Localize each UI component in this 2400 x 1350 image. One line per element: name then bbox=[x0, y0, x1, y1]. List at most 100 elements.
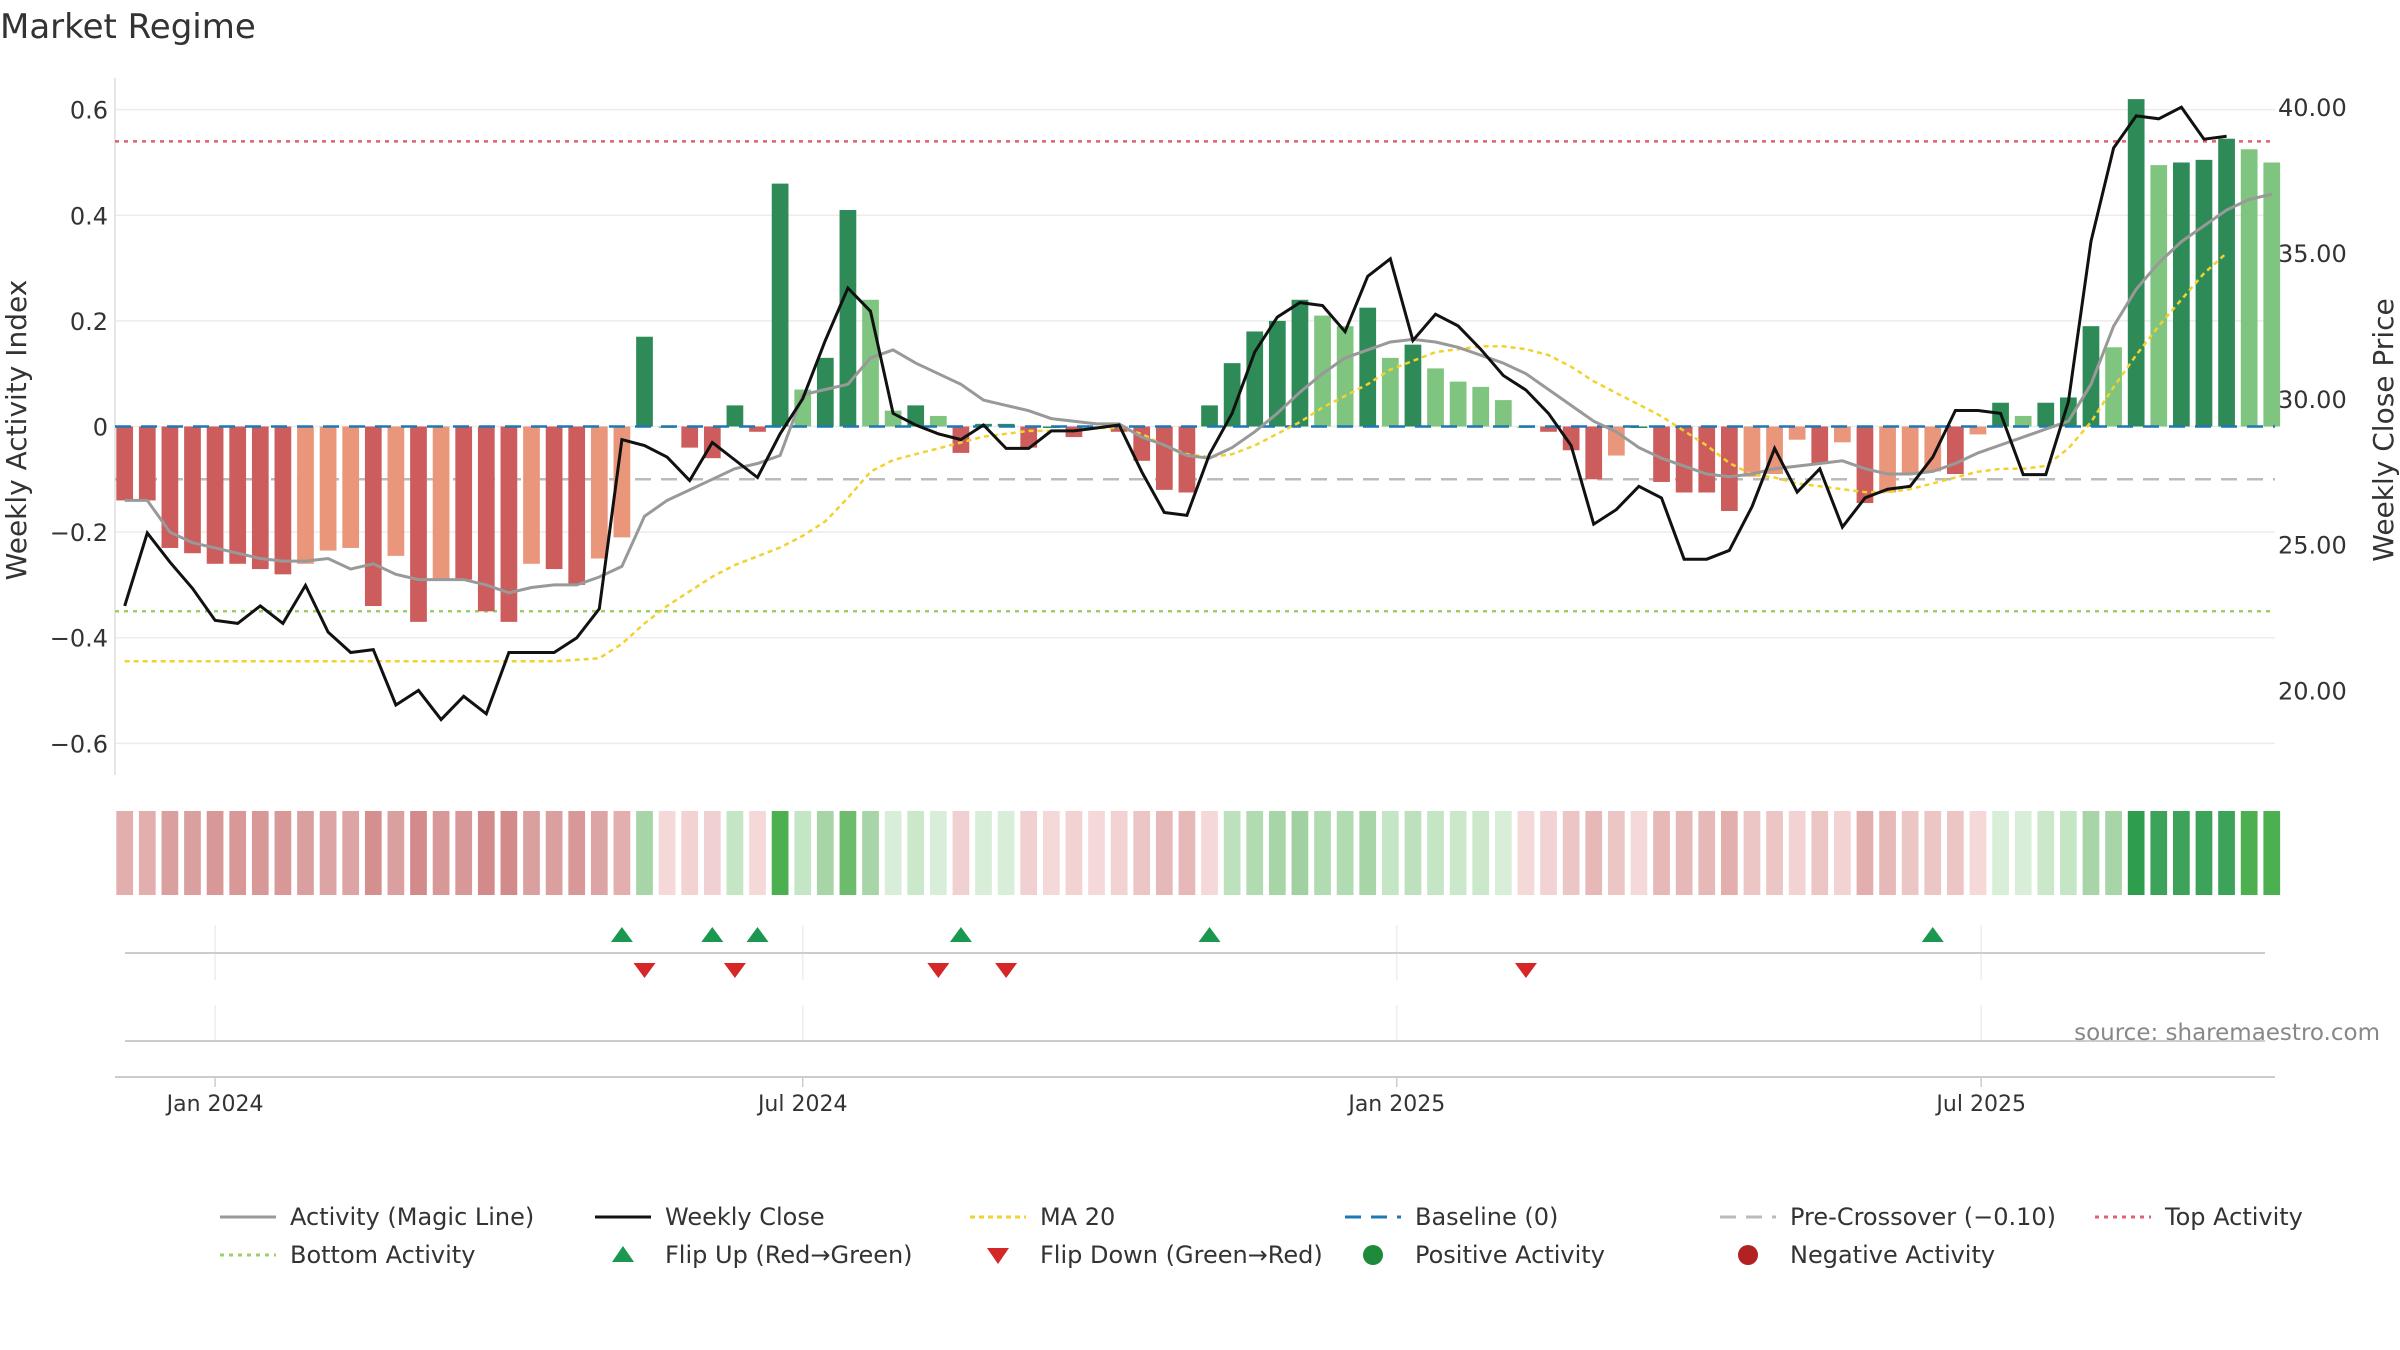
regime-strip-cell bbox=[1246, 811, 1264, 895]
regime-strip-cell bbox=[229, 811, 247, 895]
regime-strip-cell bbox=[771, 811, 789, 895]
regime-strip-cell bbox=[1946, 811, 1964, 895]
flip-up-marker bbox=[701, 927, 724, 942]
regime-strip-cell bbox=[749, 811, 766, 895]
x-tick-label: Jan 2024 bbox=[165, 1092, 264, 1117]
flip-up-marker bbox=[949, 927, 972, 942]
regime-strip-cell bbox=[477, 811, 495, 895]
activity-bar bbox=[1675, 426, 1693, 493]
main-plot: 0.6 0.4 0.2 0 −0.2 −0.4 −0.6 40.00 35.00 30.00 25.… bbox=[50, 78, 2347, 775]
left-tick-label: 0 bbox=[93, 414, 108, 442]
legend-item-ma20: MA 20 bbox=[970, 1203, 1115, 1231]
regime-strip bbox=[116, 811, 2281, 895]
regime-strip-cell bbox=[2150, 811, 2168, 895]
activity-bar bbox=[1449, 381, 1467, 427]
regime-strip-cell bbox=[1743, 811, 1761, 895]
activity-bar bbox=[726, 405, 744, 427]
regime-strip-cell bbox=[342, 811, 360, 895]
activity-bar bbox=[613, 426, 631, 538]
activity-bar bbox=[1246, 331, 1264, 427]
left-axis-label: Weekly Activity Index bbox=[0, 280, 33, 581]
activity-bar bbox=[2082, 326, 2100, 427]
source-label: source: sharemaestro.com bbox=[2074, 1020, 2380, 1046]
flip-down-marker bbox=[1514, 963, 1537, 978]
regime-strip-cell bbox=[1065, 811, 1083, 895]
legend-item-flipdown: Flip Down (Green→Red) bbox=[987, 1241, 1323, 1269]
activity-bar bbox=[432, 426, 450, 580]
regime-strip-cell bbox=[1336, 811, 1354, 895]
regime-strip-cell bbox=[251, 811, 269, 895]
activity-bar bbox=[2218, 138, 2235, 427]
regime-strip-cell bbox=[975, 811, 992, 895]
activity-bar bbox=[477, 426, 495, 612]
activity-bar bbox=[997, 423, 1015, 427]
regime-strip-cell bbox=[862, 811, 879, 895]
regime-strip-cell bbox=[2105, 811, 2122, 895]
regime-strip-cell bbox=[1562, 811, 1580, 895]
positive-activity-legend-icon bbox=[1363, 1245, 1383, 1265]
activity-bar bbox=[1223, 363, 1241, 427]
activity-bar bbox=[1291, 299, 1309, 427]
legend-item-top: Top Activity bbox=[2095, 1203, 2303, 1231]
flip-down-legend-icon bbox=[987, 1248, 1009, 1264]
activity-bar bbox=[1879, 426, 1896, 493]
activity-bar bbox=[929, 415, 947, 427]
activity-bar bbox=[1743, 426, 1761, 477]
activity-bar bbox=[1833, 426, 1851, 443]
regime-strip-cell bbox=[907, 811, 925, 895]
right-axis-label: Weekly Close Price bbox=[2367, 298, 2400, 561]
regime-strip-cell bbox=[1856, 811, 1874, 895]
regime-strip-cell bbox=[1268, 811, 1286, 895]
activity-bar bbox=[1901, 426, 1919, 475]
activity-bar bbox=[590, 426, 608, 559]
chart-title: Market Regime bbox=[0, 7, 256, 47]
legend-item-close: Weekly Close bbox=[595, 1203, 825, 1231]
left-tick-label: −0.6 bbox=[50, 730, 108, 758]
activity-bar bbox=[1562, 426, 1580, 451]
activity-bar bbox=[523, 426, 540, 564]
regime-strip-cell bbox=[410, 811, 427, 895]
legend-label: Flip Up (Red→Green) bbox=[665, 1241, 913, 1269]
left-tick-label: 0.6 bbox=[70, 97, 108, 125]
activity-bar bbox=[410, 426, 427, 622]
activity-bar bbox=[839, 210, 857, 427]
legend-label: Positive Activity bbox=[1415, 1241, 1605, 1269]
left-tick-label: −0.4 bbox=[50, 625, 108, 653]
regime-strip-cell bbox=[1585, 811, 1603, 895]
activity-bar bbox=[1201, 405, 1218, 427]
right-tick-label: 30.00 bbox=[2278, 386, 2347, 414]
regime-strip-cell bbox=[1201, 811, 1218, 895]
regime-strip-cell bbox=[1833, 811, 1851, 895]
activity-bar bbox=[1268, 320, 1286, 427]
regime-strip-cell bbox=[929, 811, 947, 895]
flip-down-marker bbox=[723, 963, 746, 978]
activity-bar bbox=[1856, 426, 1874, 504]
left-tick-label: 0.4 bbox=[70, 202, 108, 230]
regime-strip-cell bbox=[1042, 811, 1060, 895]
regime-strip-cell bbox=[726, 811, 744, 895]
regime-strip-cell bbox=[1811, 811, 1829, 895]
regime-strip-cell bbox=[1359, 811, 1377, 895]
activity-bar bbox=[274, 426, 292, 575]
regime-strip-cell bbox=[1540, 811, 1557, 895]
regime-strip-cell bbox=[1155, 811, 1173, 895]
regime-strip-cell bbox=[636, 811, 653, 895]
regime-strip-cell bbox=[1133, 811, 1151, 895]
flip-up-marker bbox=[1921, 927, 1944, 942]
activity-bar bbox=[1427, 368, 1444, 427]
activity-bar bbox=[2240, 149, 2258, 427]
activity-bar bbox=[206, 426, 224, 564]
regime-strip-cell bbox=[1223, 811, 1241, 895]
regime-strip-cell bbox=[1675, 811, 1693, 895]
activity-bar bbox=[568, 426, 586, 585]
regime-strip-cell bbox=[2014, 811, 2032, 895]
legend-item-negact: Negative Activity bbox=[1738, 1241, 1995, 1269]
legend-item-precross: Pre-Crossover (−0.10) bbox=[1720, 1203, 2056, 1231]
regime-strip-cell bbox=[590, 811, 608, 895]
regime-strip-cell bbox=[523, 811, 540, 895]
regime-strip-cell bbox=[2127, 811, 2145, 895]
right-tick-label: 20.00 bbox=[2278, 677, 2347, 705]
activity-bar bbox=[1585, 426, 1603, 480]
activity-bar bbox=[455, 426, 473, 580]
regime-strip-cell bbox=[1630, 811, 1648, 895]
